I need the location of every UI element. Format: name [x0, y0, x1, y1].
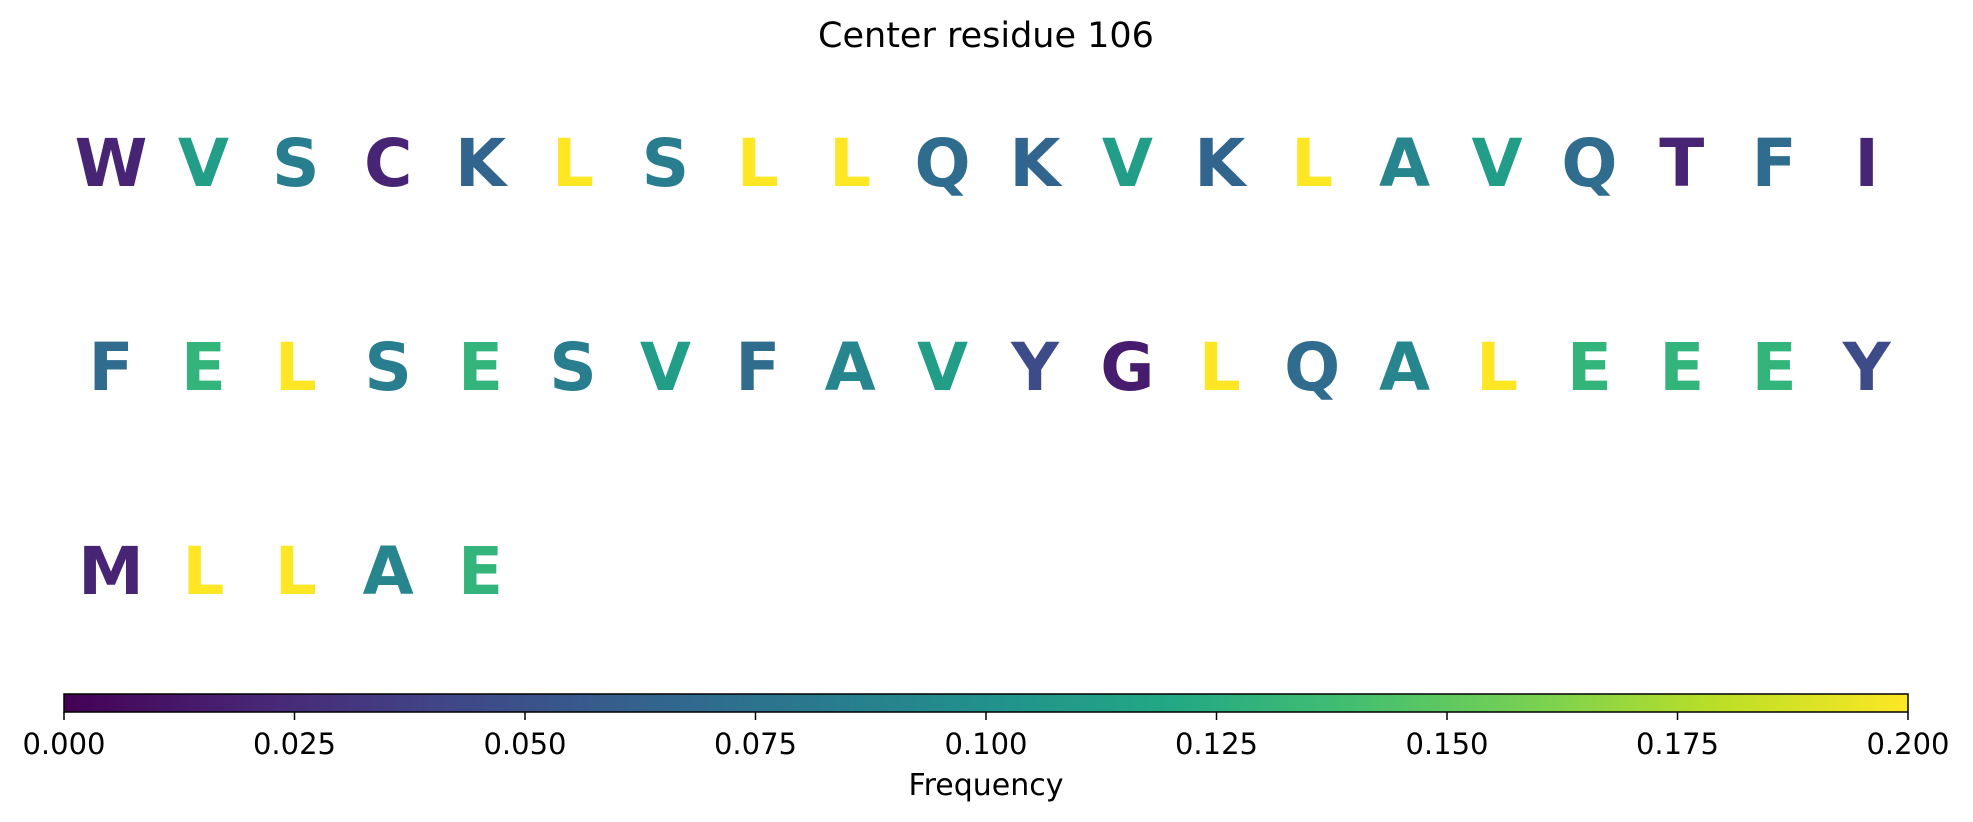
residue-letter: C [364, 125, 412, 202]
residue-letter: E [458, 329, 503, 406]
colorbar-gradient [64, 694, 1908, 712]
residue-letter: V [1102, 125, 1153, 202]
residue-letter: L [1199, 329, 1241, 406]
residue-letter: K [1194, 125, 1248, 202]
residue-letter: Y [1842, 329, 1892, 406]
residue-letter: E [1567, 329, 1612, 406]
colorbar: 0.000 0.025 0.050 0.075 0.100 0.125 0.150 0.175… [22, 693, 1950, 803]
colorbar-tick-label: 0.150 [1405, 727, 1488, 761]
residue-letter: Q [1561, 125, 1617, 202]
residue-letter: I [1854, 125, 1879, 202]
residue-letter: L [275, 329, 317, 406]
residue-letter: Y [1010, 329, 1060, 406]
residue-letter: L [1476, 329, 1518, 406]
colorbar-tick-label: 0.100 [944, 727, 1027, 761]
residue-letter: S [364, 329, 412, 406]
residue-letter: A [1379, 125, 1430, 202]
chart-title: Center residue 106 [818, 16, 1154, 56]
colorbar-label: Frequency [909, 768, 1064, 803]
residue-letter: G [1100, 329, 1154, 406]
residue-letter: L [1291, 125, 1333, 202]
residue-letter: K [1009, 125, 1063, 202]
residue-letter: M [78, 533, 144, 610]
residue-letter: F [88, 329, 133, 406]
residue-letter: E [181, 329, 226, 406]
residue-grid: W V S C K L S L L Q K V K L A V Q T F IF E L S E S V F A V Y G L Q A L E E E Y… [75, 125, 1892, 610]
residue-letter: Q [915, 125, 971, 202]
residue-letter: S [549, 329, 597, 406]
residue-letter: W [75, 125, 148, 202]
residue-letter: S [272, 125, 320, 202]
residue-letter: V [1471, 125, 1522, 202]
residue-letter: L [552, 125, 594, 202]
colorbar-tick-label: 0.000 [22, 727, 105, 761]
residue-letter: S [642, 125, 690, 202]
residue-letter: A [1379, 329, 1430, 406]
residue-letter: Q [1284, 329, 1340, 406]
colorbar-ticks: 0.000 0.025 0.050 0.075 0.100 0.125 0.150 0.175… [22, 712, 1950, 761]
residue-letter: V [178, 125, 229, 202]
residue-letter: A [825, 329, 876, 406]
residue-letter: T [1659, 125, 1704, 202]
colorbar-tick-label: 0.175 [1636, 727, 1719, 761]
residue-letter: V [640, 329, 691, 406]
residue-letter: L [182, 533, 224, 610]
residue-letter: F [735, 329, 780, 406]
colorbar-tick-label: 0.075 [714, 727, 797, 761]
residue-letter: E [458, 533, 503, 610]
residue-letter: L [275, 533, 317, 610]
colorbar-tick-label: 0.050 [483, 727, 566, 761]
residue-letter: E [1752, 329, 1797, 406]
residue-letter: V [917, 329, 968, 406]
residue-letter: K [455, 125, 509, 202]
residue-letter: F [1752, 125, 1797, 202]
residue-letter: E [1659, 329, 1704, 406]
colorbar-tick-label: 0.200 [1866, 727, 1949, 761]
residue-letter: L [829, 125, 871, 202]
colorbar-tick-label: 0.125 [1175, 727, 1258, 761]
colorbar-tick-label: 0.025 [253, 727, 336, 761]
residue-letter: L [737, 125, 779, 202]
residue-letter: A [363, 533, 414, 610]
